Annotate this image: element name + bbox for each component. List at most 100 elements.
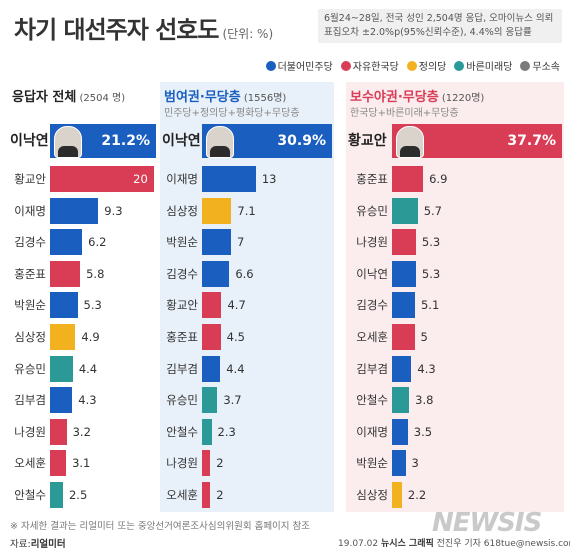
candidate-photo [206,126,234,158]
data-label: 2.2 [407,488,427,502]
candidate-name: 박원순 [14,298,46,313]
candidate-name: 박원순 [166,235,198,250]
candidate-name: 심상정 [356,488,388,502]
bar-row: 박원순 5.3 [8,292,158,319]
candidate-name: 오세훈 [14,456,46,471]
data-label: 6.6 [235,266,254,281]
bar [202,324,221,350]
data-label: 5 [420,330,428,344]
candidate-name: 박원순 [356,456,388,471]
bar-row: 나경원 3.2 [8,418,158,445]
candidate-name: 나경원 [14,424,46,439]
data-label: 37.7% [507,133,556,149]
data-label: 20 [133,172,148,186]
bar [50,355,73,382]
data-label: 3.2 [72,424,91,439]
chart-panel-2: 범여권·무당층 (1556명) 민주당+정의당+평화당+무당층 이낙연 30.9% 이재… [160,82,334,512]
source-name: 리얼미터 [30,539,66,550]
candidate-name: 황교안 [166,298,198,313]
bar-row: 홍준표 6.9 [346,166,564,192]
credit: 19.07.02 뉴시스 그래픽 전진우 기자 618tue@newsis.co… [338,536,570,549]
bar [50,324,76,350]
legend-swatch [406,60,417,71]
data-label: 7 [236,235,245,250]
bar [392,355,412,382]
candidate-name: 김경수 [166,266,198,281]
bar [50,260,81,287]
legend-item: 바른미래당 [454,58,512,73]
data-label: 4.3 [78,393,97,408]
source: 자료:리얼미터 [10,539,66,550]
data-label: 2 [216,456,224,471]
candidate-name: 유승민 [14,361,46,376]
panel-count: (1220명) [438,93,485,104]
survey-note: 6월24~28일, 전국 성인 2,504명 응답, 오마이뉴스 의뢰 표집오차… [318,9,562,43]
data-label: 2.3 [217,424,236,439]
panel-subtitle: 민주당+정의당+평화당+무당층 [164,108,300,119]
legend-label: 정의당 [418,62,447,73]
bar-row: 심상정 4.9 [8,324,158,350]
data-label: 4.4 [226,361,245,376]
bar [202,292,222,319]
data-label: 5.8 [86,266,105,281]
candidate-name: 김경수 [14,235,46,250]
bar [50,387,73,414]
bar-row: 김경수 6.6 [160,260,334,287]
candidate-name: 김부겸 [14,393,46,408]
data-label: 9.3 [104,203,123,218]
data-label: 5.3 [83,298,102,313]
bar [50,197,99,224]
bar [392,197,418,224]
bar-row: 이낙연 30.9% [160,124,334,158]
survey-note-line1: 6월24~28일, 전국 성인 2,504명 응답, 오마이뉴스 의뢰 [324,13,554,24]
candidate-name: 오세훈 [166,488,198,502]
bar-row: 김부겸 4.3 [8,387,158,414]
bar [392,166,424,192]
panel-title-text: 범여권·무당층 [164,90,241,105]
bar-row: 심상정 2.2 [346,482,564,508]
candidate-name: 안철수 [356,393,388,408]
chart-title: 차기 대선주자 선호도 (단위: %) [14,16,274,44]
chart-panel-3: 보수야권·무당층 (1220명) 한국당+바른미래+무당층 황교안 37.7% 홍준표 6… [346,82,564,512]
bar-row: 심상정 7.1 [160,197,334,224]
chart-panel-1: 응답자 전체 (2504 명) 이낙연 21.2% 황교안 20 이재명 9.3 김경수 6.2… [8,82,158,512]
data-label: 4.3 [417,361,436,376]
survey-note-line2: 표집오차 ±2.0%p(95%신뢰수준), 4.4%의 응답률 [324,27,532,38]
panel-title-text: 응답자 전체 [12,90,77,105]
credit-reporter: 전진우 기자 618tue@newsis.com [436,539,570,549]
panel-count: (2504 명) [76,93,126,104]
data-label: 5.7 [423,203,442,218]
bar-row: 이낙연 5.3 [346,260,564,287]
bar [50,292,78,319]
candidate-name: 이재명 [356,424,388,439]
footnote: ※ 자세한 결과는 리얼미터 또는 중앙선거여론조사심의위원회 홈페이지 참조 [10,521,311,532]
bar [202,166,256,192]
bar [392,418,408,445]
newsis-logo: NEWSIS [432,508,542,538]
data-label: 7.1 [237,203,256,218]
bar [392,450,406,477]
data-label: 30.9% [277,133,326,149]
legend: 더불어민주당 자유한국당 정의당 바른미래당 무소속 [265,58,560,73]
candidate-name: 이낙연 [162,133,201,149]
panel-title-text: 보수야권·무당층 [350,90,439,105]
legend-label: 자유한국당 [352,62,399,73]
bar-row: 김경수 5.1 [346,292,564,319]
bar [50,229,83,256]
legend-swatch [340,60,351,71]
bar-row: 안철수 2.5 [8,482,158,508]
panel-title: 범여권·무당층 (1556명) [164,86,286,105]
bar [202,197,232,224]
candidate-name: 심상정 [166,203,198,218]
data-label: 3.1 [72,456,91,471]
data-label: 3.7 [223,393,242,408]
candidate-name: 이재명 [14,203,46,218]
candidate-name: 오세훈 [356,330,388,344]
bar-row: 안철수 2.3 [160,418,334,445]
bar [50,418,67,445]
candidate-name: 심상정 [14,330,46,344]
data-label: 4.9 [81,330,100,344]
legend-label: 바른미래당 [466,62,513,73]
bar [392,482,402,508]
bar-row: 유승민 5.7 [346,197,564,224]
